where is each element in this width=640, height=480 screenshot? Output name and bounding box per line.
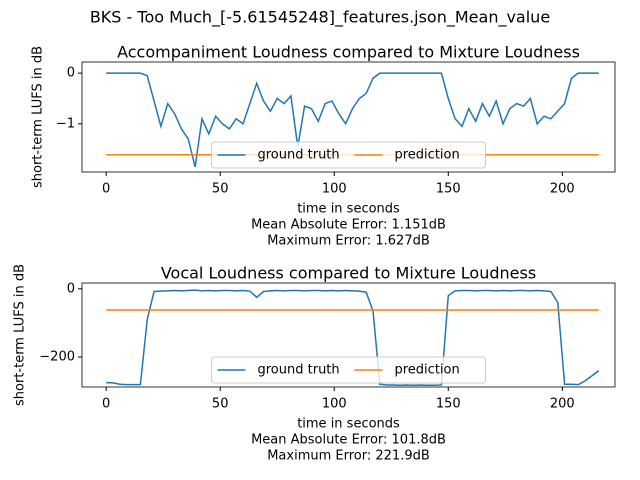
x-axis-label: time in seconds [297,202,400,217]
annotation: Maximum Error: 1.627dB [267,234,430,249]
y-axis-label: short-term LUFS in dB [31,46,46,188]
x-tick-label: 200 [550,397,575,412]
x-tick-label: 0 [102,397,110,412]
x-tick-label: 100 [322,397,347,412]
y-axis-label: short-term LUFS in dB [13,264,28,406]
legend-label: prediction [395,363,460,378]
y-tick-label: 0 [67,281,75,296]
annotation: Mean Absolute Error: 101.8dB [251,433,446,448]
legend-box [211,141,486,169]
x-tick-label: 100 [322,182,347,197]
y-tick-label: 0 [67,66,75,81]
y-tick-label: −1 [56,116,75,131]
annotation: Mean Absolute Error: 1.151dB [251,218,446,233]
legend-box [211,356,486,384]
x-axis-label: time in seconds [297,417,400,432]
axes-frame [81,282,616,388]
x-tick-label: 150 [436,182,461,197]
chart-title: Accompaniment Loudness compared to Mixtu… [117,43,580,62]
x-tick-label: 0 [102,182,110,197]
x-tick-label: 200 [550,182,575,197]
axes-frame [81,61,616,173]
legend-label: ground truth [258,363,340,378]
legend-label: ground truth [258,148,340,163]
y-tick-label: −200 [39,349,75,364]
x-tick-label: 50 [212,397,229,412]
figure-title: BKS - Too Much_[-5.61545248]_features.js… [90,8,550,28]
x-tick-label: 50 [212,182,229,197]
legend-label: prediction [395,148,460,163]
annotation: Maximum Error: 221.9dB [267,449,430,464]
data-line [106,289,600,387]
x-tick-label: 150 [436,397,461,412]
data-line [106,72,599,168]
chart-title: Vocal Loudness compared to Mixture Loudn… [161,264,536,283]
